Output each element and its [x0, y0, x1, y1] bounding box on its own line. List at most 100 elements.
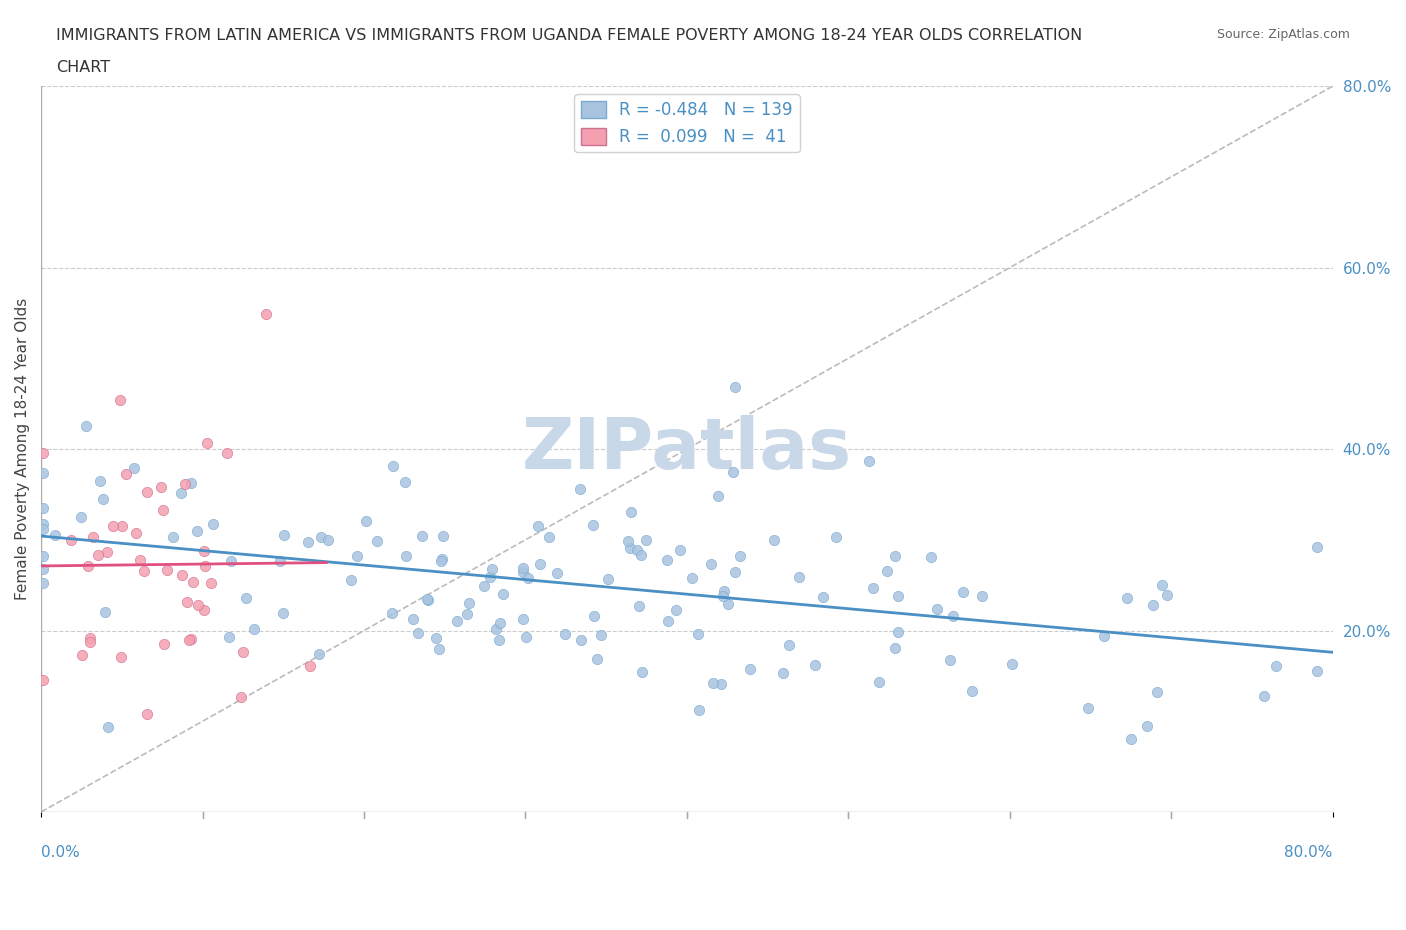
Point	[101, 519, 124, 534]
Point	[491, 587, 513, 602]
Point	[232, 645, 254, 660]
Point	[478, 570, 501, 585]
Point	[529, 557, 551, 572]
Point	[70, 510, 93, 525]
Point	[180, 632, 202, 647]
Point	[193, 544, 215, 559]
Point	[366, 534, 388, 549]
Point	[1115, 591, 1137, 605]
Point	[416, 591, 439, 606]
Point	[31, 672, 53, 687]
Point	[858, 454, 880, 469]
Point	[686, 627, 709, 642]
Point	[702, 676, 724, 691]
Point	[170, 485, 193, 500]
Text: ZIPatlas: ZIPatlas	[522, 415, 852, 484]
Point	[79, 634, 101, 649]
Point	[149, 479, 172, 494]
Point	[619, 540, 641, 555]
Point	[180, 476, 202, 491]
Point	[156, 563, 179, 578]
Point	[634, 532, 657, 547]
Point	[430, 554, 453, 569]
Point	[591, 627, 613, 642]
Text: 0.0%: 0.0%	[41, 844, 80, 859]
Point	[512, 561, 534, 576]
Point	[93, 491, 115, 506]
Point	[110, 650, 132, 665]
Point	[1305, 540, 1327, 555]
Point	[411, 528, 433, 543]
Point	[177, 632, 200, 647]
Point	[125, 525, 148, 540]
Point	[194, 559, 217, 574]
Point	[942, 609, 965, 624]
Point	[299, 659, 322, 674]
Point	[862, 580, 884, 595]
Point	[430, 551, 453, 566]
Point	[172, 567, 194, 582]
Point	[630, 665, 652, 680]
Point	[717, 597, 740, 612]
Point	[474, 578, 496, 593]
Point	[724, 565, 747, 579]
Point	[627, 598, 650, 613]
Point	[489, 616, 512, 631]
Point	[381, 458, 404, 473]
Point	[44, 527, 66, 542]
Point	[136, 706, 159, 721]
Text: Source: ZipAtlas.com: Source: ZipAtlas.com	[1216, 28, 1350, 41]
Point	[316, 533, 339, 548]
Point	[176, 595, 198, 610]
Point	[925, 601, 948, 616]
Point	[568, 482, 591, 497]
Point	[1156, 588, 1178, 603]
Point	[152, 502, 174, 517]
Point	[512, 565, 534, 579]
Point	[395, 549, 418, 564]
Point	[537, 529, 560, 544]
Point	[616, 533, 638, 548]
Point	[458, 595, 481, 610]
Point	[1253, 688, 1275, 703]
Point	[89, 474, 111, 489]
Point	[721, 465, 744, 480]
Point	[60, 533, 83, 548]
Point	[1077, 700, 1099, 715]
Point	[711, 589, 734, 604]
Point	[254, 307, 277, 322]
Point	[1121, 732, 1143, 747]
Point	[887, 625, 910, 640]
Point	[657, 614, 679, 629]
Point	[31, 561, 53, 576]
Point	[1001, 657, 1024, 671]
Point	[402, 611, 425, 626]
Point	[339, 573, 361, 588]
Point	[554, 626, 576, 641]
Point	[630, 548, 652, 563]
Point	[665, 603, 688, 618]
Point	[813, 589, 835, 604]
Point	[619, 504, 641, 519]
Point	[655, 552, 678, 567]
Point	[31, 466, 53, 481]
Point	[218, 630, 240, 644]
Point	[1305, 664, 1327, 679]
Point	[763, 532, 786, 547]
Point	[269, 553, 291, 568]
Point	[297, 535, 319, 550]
Point	[187, 597, 209, 612]
Point	[132, 564, 155, 578]
Point	[582, 518, 605, 533]
Point	[87, 548, 110, 563]
Point	[688, 703, 710, 718]
Point	[1094, 629, 1116, 644]
Point	[243, 621, 266, 636]
Point	[952, 584, 974, 599]
Point	[681, 570, 703, 585]
Point	[825, 529, 848, 544]
Point	[1142, 598, 1164, 613]
Point	[181, 575, 204, 590]
Point	[585, 652, 607, 667]
Point	[887, 589, 910, 604]
